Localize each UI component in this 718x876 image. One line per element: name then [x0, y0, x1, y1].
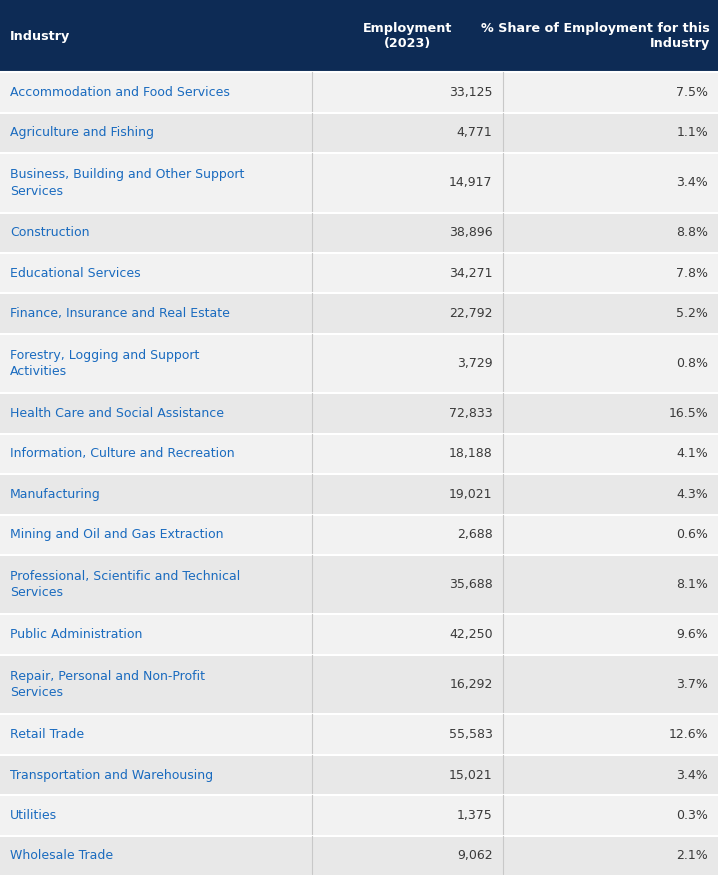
Bar — [0, 614, 718, 655]
Text: 0.8%: 0.8% — [676, 357, 708, 370]
Text: 3.7%: 3.7% — [676, 678, 708, 691]
Text: 16.5%: 16.5% — [668, 407, 708, 420]
Text: Wholesale Trade: Wholesale Trade — [10, 850, 113, 862]
Text: 1.1%: 1.1% — [676, 126, 708, 139]
Bar — [0, 393, 718, 434]
Bar — [0, 555, 718, 614]
Text: Educational Services: Educational Services — [10, 266, 141, 279]
Text: 42,250: 42,250 — [449, 628, 493, 641]
Bar — [0, 434, 718, 474]
Text: 9.6%: 9.6% — [676, 628, 708, 641]
Text: Information, Culture and Recreation: Information, Culture and Recreation — [10, 448, 235, 461]
Bar — [0, 334, 718, 393]
Text: 2,688: 2,688 — [457, 528, 493, 541]
Text: % Share of Employment for this
Industry: % Share of Employment for this Industry — [481, 22, 710, 50]
Text: Transportation and Warehousing: Transportation and Warehousing — [10, 768, 213, 781]
Bar — [0, 795, 718, 836]
Text: Mining and Oil and Gas Extraction: Mining and Oil and Gas Extraction — [10, 528, 223, 541]
Text: Forestry, Logging and Support
Activities: Forestry, Logging and Support Activities — [10, 349, 200, 378]
Text: 3.4%: 3.4% — [676, 768, 708, 781]
Bar — [0, 514, 718, 555]
Bar — [0, 836, 718, 876]
Text: 3.4%: 3.4% — [676, 176, 708, 189]
Text: 4,771: 4,771 — [457, 126, 493, 139]
Text: Public Administration: Public Administration — [10, 628, 142, 641]
Text: 7.5%: 7.5% — [676, 86, 708, 99]
Text: 55,583: 55,583 — [449, 728, 493, 741]
Text: 12.6%: 12.6% — [668, 728, 708, 741]
Text: 14,917: 14,917 — [449, 176, 493, 189]
Text: 3,729: 3,729 — [457, 357, 493, 370]
Text: Employment
(2023): Employment (2023) — [363, 22, 452, 50]
Text: 72,833: 72,833 — [449, 407, 493, 420]
Text: Retail Trade: Retail Trade — [10, 728, 84, 741]
Bar — [0, 474, 718, 514]
Text: Utilities: Utilities — [10, 809, 57, 822]
Bar — [0, 715, 718, 755]
Text: 5.2%: 5.2% — [676, 307, 708, 320]
Text: 15,021: 15,021 — [449, 768, 493, 781]
Text: Industry: Industry — [10, 30, 70, 43]
Text: 8.1%: 8.1% — [676, 578, 708, 591]
Bar — [0, 213, 718, 253]
Bar — [0, 153, 718, 213]
Bar — [0, 293, 718, 334]
Bar — [0, 73, 718, 113]
Text: 34,271: 34,271 — [449, 266, 493, 279]
Text: 2.1%: 2.1% — [676, 850, 708, 862]
Text: Construction: Construction — [10, 226, 90, 239]
Text: 35,688: 35,688 — [449, 578, 493, 591]
Text: 38,896: 38,896 — [449, 226, 493, 239]
Text: 18,188: 18,188 — [449, 448, 493, 461]
Text: Finance, Insurance and Real Estate: Finance, Insurance and Real Estate — [10, 307, 230, 320]
Text: Business, Building and Other Support
Services: Business, Building and Other Support Ser… — [10, 168, 244, 198]
Bar — [0, 253, 718, 293]
Text: Accommodation and Food Services: Accommodation and Food Services — [10, 86, 230, 99]
Text: 16,292: 16,292 — [449, 678, 493, 691]
Text: 4.1%: 4.1% — [676, 448, 708, 461]
Text: Health Care and Social Assistance: Health Care and Social Assistance — [10, 407, 224, 420]
Bar — [0, 655, 718, 715]
Text: Agriculture and Fishing: Agriculture and Fishing — [10, 126, 154, 139]
Text: 9,062: 9,062 — [457, 850, 493, 862]
Text: Manufacturing: Manufacturing — [10, 488, 101, 501]
Text: 8.8%: 8.8% — [676, 226, 708, 239]
Text: 19,021: 19,021 — [449, 488, 493, 501]
Bar — [0, 113, 718, 153]
Text: 0.6%: 0.6% — [676, 528, 708, 541]
Bar — [0, 0, 718, 73]
Text: 33,125: 33,125 — [449, 86, 493, 99]
Text: 22,792: 22,792 — [449, 307, 493, 320]
Text: 7.8%: 7.8% — [676, 266, 708, 279]
Text: Professional, Scientific and Technical
Services: Professional, Scientific and Technical S… — [10, 570, 241, 599]
Text: 4.3%: 4.3% — [676, 488, 708, 501]
Bar — [0, 755, 718, 795]
Text: 1,375: 1,375 — [457, 809, 493, 822]
Text: 0.3%: 0.3% — [676, 809, 708, 822]
Text: Repair, Personal and Non-Profit
Services: Repair, Personal and Non-Profit Services — [10, 670, 205, 699]
